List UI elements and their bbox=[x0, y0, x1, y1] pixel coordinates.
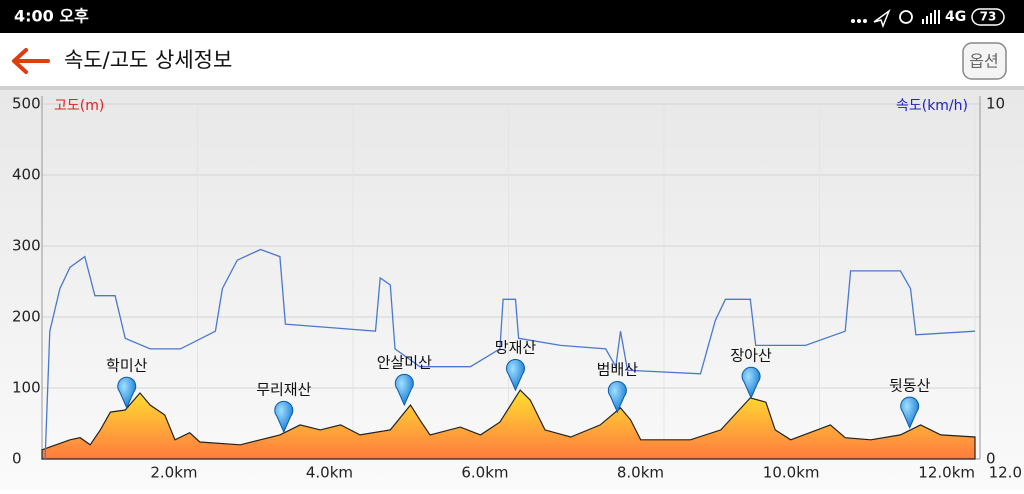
back-button[interactable] bbox=[12, 48, 50, 74]
peak-pin bbox=[741, 366, 761, 400]
option-button[interactable] bbox=[962, 42, 1007, 80]
plot: 0 100 200 300 400 500 0 10 2.0km 4.0km 6.0km 8.0km 1… bbox=[12, 95, 1022, 482]
status-time: 4:00 오후 bbox=[14, 7, 89, 26]
peak-pin bbox=[506, 359, 525, 392]
status-battery: 73 bbox=[980, 10, 997, 24]
header-title: 속도/고도 상세정보 bbox=[64, 48, 232, 72]
status-bar bbox=[0, 0, 1024, 33]
peak-pin bbox=[117, 376, 137, 410]
header-shadow bbox=[0, 86, 1024, 90]
x-tick-label: 6.0km bbox=[461, 464, 508, 482]
elevation-area bbox=[41, 389, 976, 460]
peak-pin bbox=[274, 400, 294, 434]
y-tick-label: 200 bbox=[12, 308, 41, 326]
peak-pin bbox=[394, 373, 414, 407]
peak-label: 망재산 bbox=[495, 339, 537, 357]
status-icons bbox=[851, 8, 940, 29]
speed-line bbox=[44, 248, 976, 460]
peak-pin bbox=[607, 381, 627, 414]
status-network: 4G bbox=[945, 9, 966, 25]
y2-axis-label: 속도(km/h) bbox=[896, 98, 968, 114]
peak-label: 무리재산 bbox=[256, 381, 311, 399]
y-tick-label: 100 bbox=[12, 379, 41, 397]
x-tick-label: 8.0km bbox=[617, 464, 664, 482]
y2-tick-label: 0 bbox=[986, 450, 996, 468]
battery-icon bbox=[971, 8, 1005, 26]
x-tick-label: 4.0km bbox=[306, 464, 353, 482]
x-end-label: 12.0 bbox=[989, 464, 1022, 482]
y-tick-label: 0 bbox=[12, 450, 22, 468]
x-tick-label: 12.0km bbox=[918, 464, 975, 482]
x-tick-label: 2.0km bbox=[150, 464, 197, 482]
peak-pin bbox=[900, 396, 920, 430]
header bbox=[0, 33, 1024, 86]
x-tick-label: 10.0km bbox=[763, 464, 820, 482]
peak-label: 뒷동산 bbox=[889, 376, 931, 394]
peak-label: 장아산 bbox=[730, 346, 772, 364]
y-tick-label: 300 bbox=[12, 237, 41, 255]
peak-label: 안살미산 bbox=[377, 354, 432, 372]
y2-tick-label: 10 bbox=[986, 95, 1005, 113]
peak-label: 학미산 bbox=[106, 356, 148, 374]
peak-label: 범배산 bbox=[597, 361, 639, 379]
y-tick-label: 400 bbox=[12, 166, 41, 184]
y-axis-label: 고도(m) bbox=[54, 98, 104, 114]
option-button-label[interactable]: 옵션 bbox=[969, 52, 998, 71]
y-tick-label: 500 bbox=[12, 95, 41, 113]
